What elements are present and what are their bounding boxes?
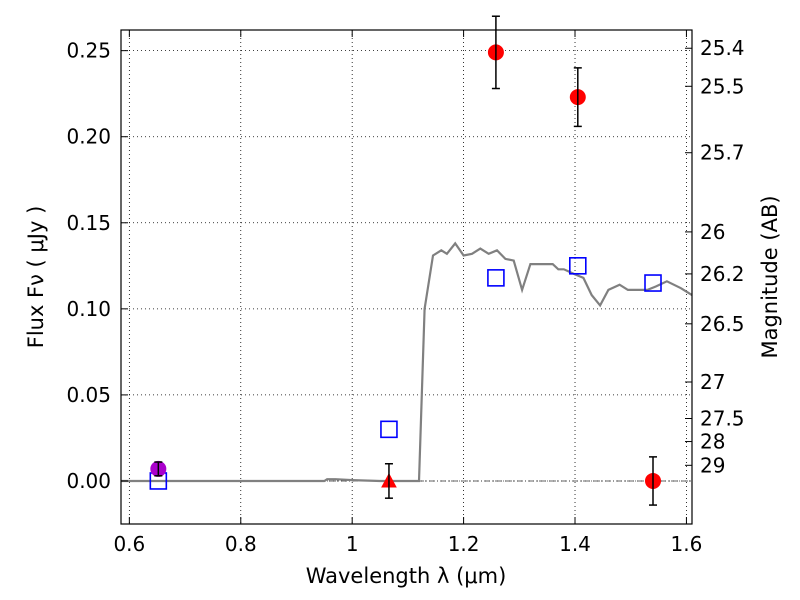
- model-sed-line: [121, 241, 693, 483]
- y-tick-label: 0.10: [66, 297, 111, 321]
- plot-frame: [120, 29, 693, 525]
- mag-tick-label: 26.5: [700, 312, 745, 336]
- model-band-marker: [487, 269, 505, 287]
- mag-tick-label: 27: [700, 370, 725, 394]
- model-band-marker: [644, 274, 662, 292]
- mag-tick-label: 25.4: [700, 36, 745, 60]
- mag-tick-label: 25.5: [700, 74, 745, 98]
- x-axis-label: Wavelength λ (μm): [306, 564, 507, 588]
- y-tick-label: 0.05: [66, 383, 111, 407]
- mag-tick-label: 26: [700, 220, 725, 244]
- x-tick-label: 1.2: [448, 532, 480, 556]
- mag-tick-label: 29: [700, 453, 725, 477]
- axis-ticks: [121, 30, 692, 524]
- mag-tick-label: 28: [700, 430, 725, 454]
- x-tick-label: 1: [346, 532, 359, 556]
- y-tick-label: 0.00: [66, 469, 111, 493]
- mag-tick-label: 26.2: [700, 262, 745, 286]
- model-sed-line-group: [121, 241, 693, 483]
- y-tick-label: 0.20: [66, 125, 111, 149]
- y-tick-label: 0.25: [66, 39, 111, 63]
- plot-background: [121, 30, 692, 524]
- x-tick-label: 0.6: [113, 532, 145, 556]
- mag-tick-label: 25.7: [700, 141, 745, 165]
- x-tick-label: 1.4: [559, 532, 591, 556]
- x-tick-label: 0.8: [225, 532, 257, 556]
- x-tick-label: 1.6: [671, 532, 703, 556]
- mag-tick-label: 27.5: [700, 406, 745, 430]
- tick-labels: 0.6 0.8 1 1.2 1.4 1.6 0.00 0.05 0.10 0.15 0.20 0.25…: [66, 36, 744, 556]
- y-tick-label: 0.15: [66, 211, 111, 235]
- model-band-marker: [380, 420, 398, 439]
- model-band-marker: [568, 257, 587, 275]
- y-axis-right-label: Magnitude (AB): [758, 195, 782, 358]
- data-markers: [149, 15, 662, 506]
- y-axis-label: Flux Fν ( μJy ): [24, 206, 48, 349]
